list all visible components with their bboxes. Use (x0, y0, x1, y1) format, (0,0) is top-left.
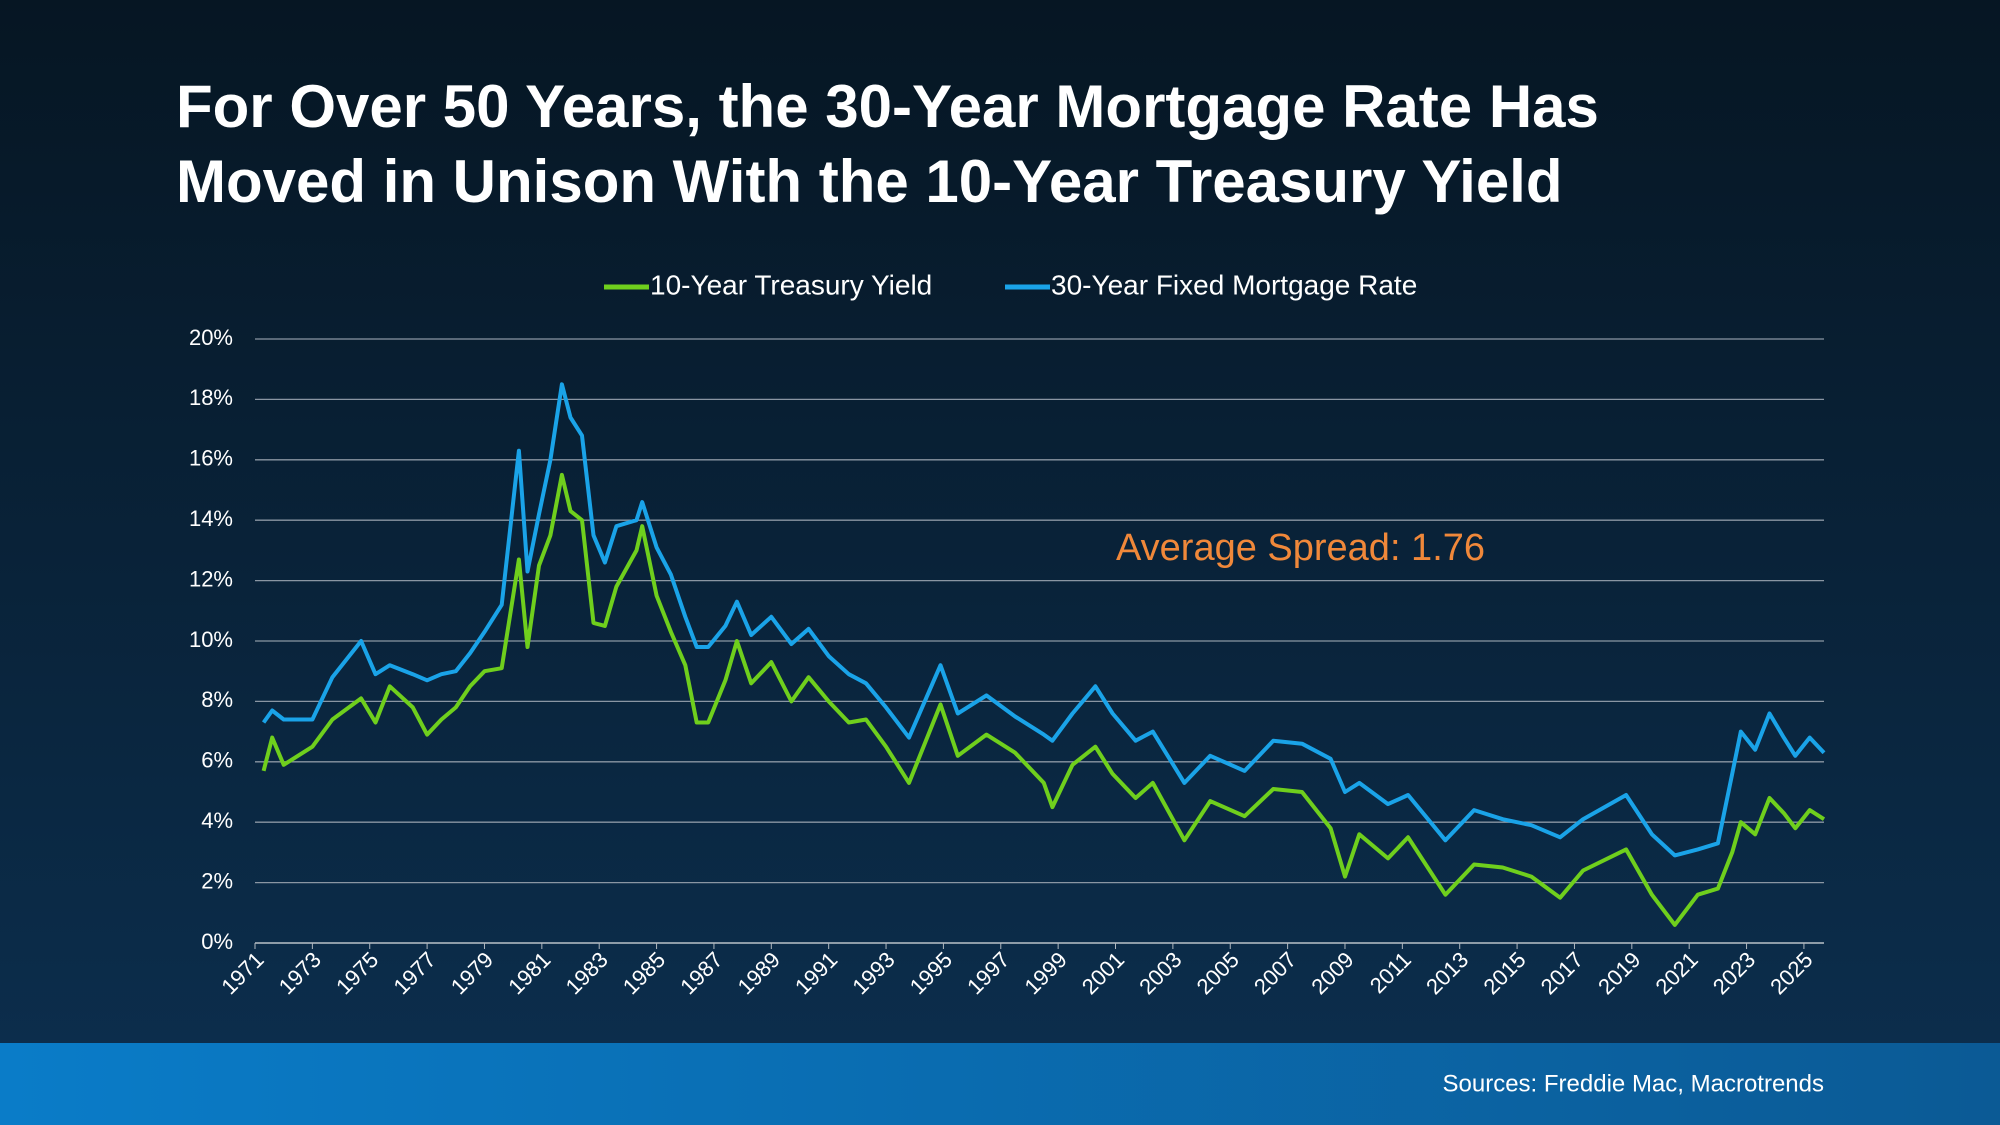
annotation: Average Spread: 1.76 (1116, 527, 1485, 569)
legend-label: 30-Year Fixed Mortgage Rate (1051, 269, 1417, 300)
y-tick-label: 20% (189, 325, 233, 350)
footer-band (0, 1043, 2000, 1125)
series-line (261, 382, 1826, 858)
legend-label: 10-Year Treasury Yield (650, 269, 932, 300)
y-tick-label: 18% (189, 385, 233, 410)
source: Sources: Freddie Mac, Macrotrends (1443, 1070, 1824, 1097)
y-tick-label: 12% (189, 566, 233, 591)
chart-title: For Over 50 Years, the 30-Year Mortgage … (176, 73, 1599, 215)
y-tick-label: 10% (189, 627, 233, 652)
y-tick-label: 6% (201, 748, 233, 773)
y-tick-label: 8% (201, 687, 233, 712)
y-tick-label: 0% (201, 929, 233, 954)
y-tick-label: 16% (189, 446, 233, 471)
y-tick-label: 14% (189, 506, 233, 531)
y-tick-label: 2% (201, 868, 233, 893)
y-tick-label: 4% (201, 808, 233, 833)
series-line (261, 472, 1826, 927)
